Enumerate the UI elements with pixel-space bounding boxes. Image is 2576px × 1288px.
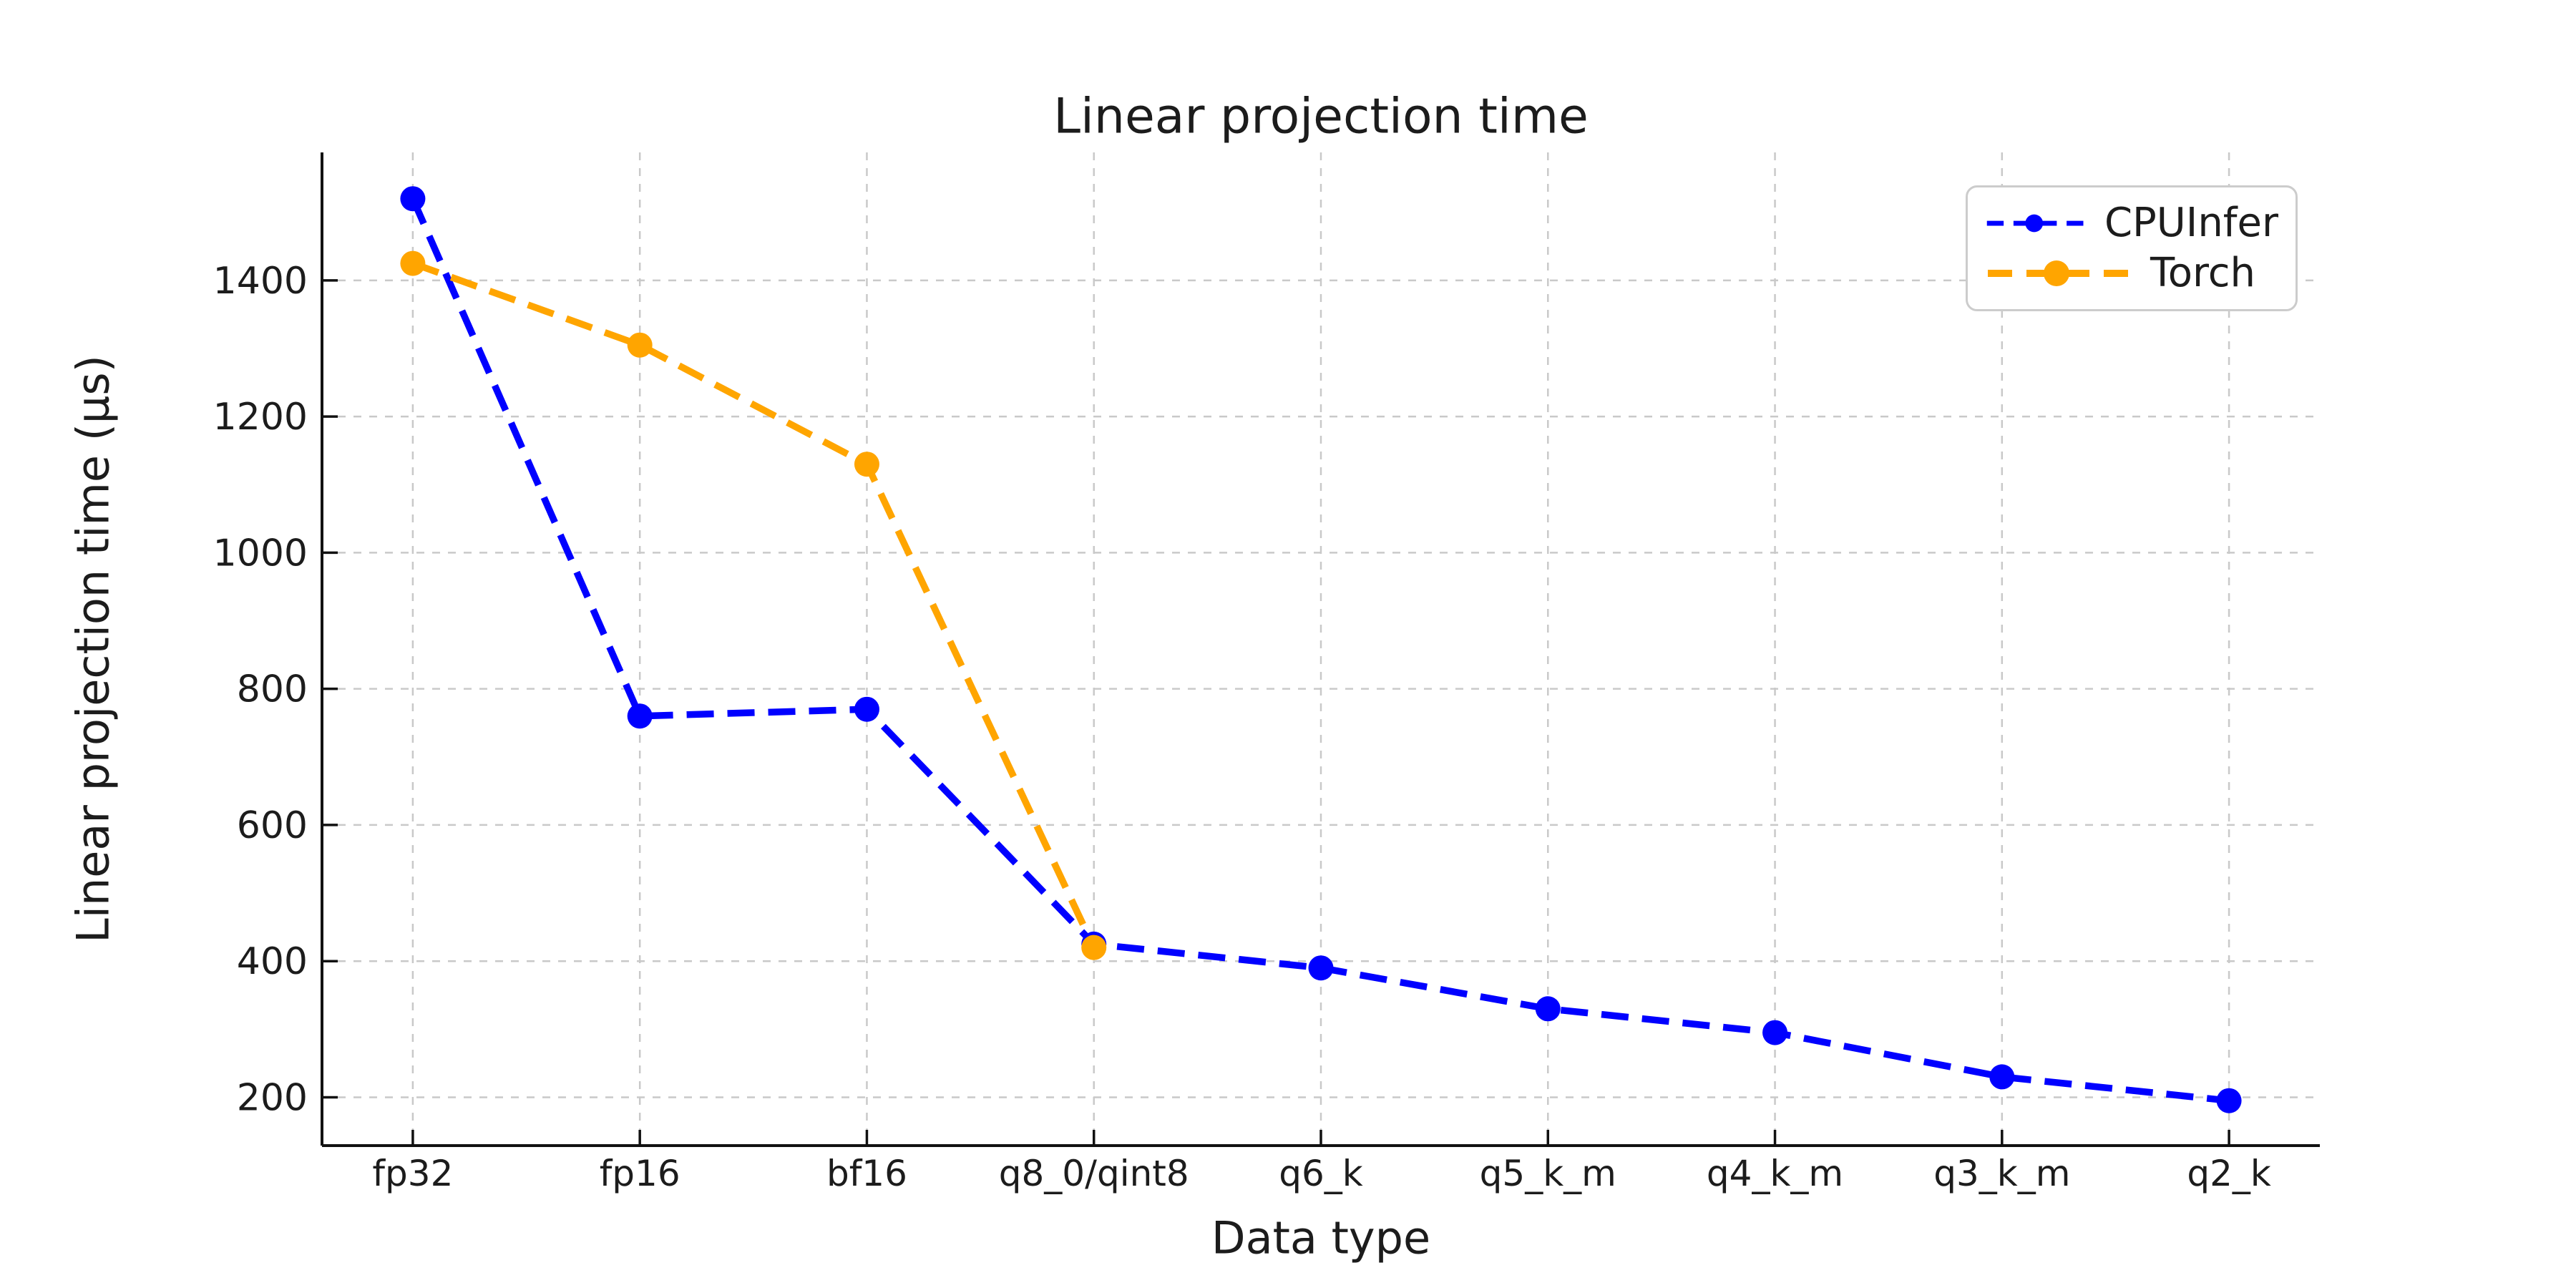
chart-title: Linear projection time [1053, 88, 1589, 145]
y-tick-label: 1200 [213, 396, 308, 439]
data-point-marker-torch [1081, 935, 1107, 960]
x-tick-label: bf16 [826, 1153, 907, 1194]
data-point-marker-torch [400, 250, 426, 276]
y-tick-label: 800 [237, 668, 308, 711]
x-tick-label: q6_k [1279, 1153, 1363, 1194]
legend-line-sample-torch [1988, 260, 2129, 286]
y-tick-label: 1400 [213, 260, 308, 303]
data-point-marker-cpuinfer [400, 186, 426, 212]
legend-label-torch: Torch [2150, 250, 2256, 296]
x-tick-label: q3_k_m [1933, 1153, 2070, 1194]
data-point-marker-cpuinfer [1308, 955, 1334, 981]
y-tick-label: 400 [237, 940, 308, 983]
series-line-torch [411, 260, 1098, 950]
y-tick-label: 600 [237, 804, 308, 847]
legend-item-torch: Torch [1985, 252, 2278, 295]
x-axis-label: Data type [1211, 1211, 1431, 1264]
legend-line-sample-cpuinfer [1986, 214, 2084, 233]
data-point-marker-cpuinfer [854, 696, 879, 722]
data-point-marker-cpuinfer [1762, 1020, 1788, 1045]
x-tick-label: q4_k_m [1707, 1153, 1843, 1194]
data-point-marker-cpuinfer [627, 703, 653, 729]
data-point-marker-torch [627, 332, 653, 358]
y-axis-label: Linear projection time (µs) [67, 355, 119, 943]
legend-item-cpuinfer: CPUInfer [1985, 202, 2278, 245]
data-point-marker-cpuinfer [1535, 996, 1561, 1022]
y-tick-label: 200 [237, 1076, 308, 1119]
data-point-marker-cpuinfer [1989, 1064, 2015, 1090]
y-tick-label: 1000 [213, 532, 308, 575]
x-tick-label: q2_k [2187, 1153, 2271, 1194]
data-point-marker-cpuinfer [2216, 1088, 2242, 1113]
x-tick-label: fp16 [600, 1153, 680, 1194]
legend: CPUInfer Torch [1966, 185, 2298, 311]
data-point-marker-torch [854, 452, 879, 477]
legend-label-cpuinfer: CPUInfer [2104, 200, 2278, 246]
x-tick-label: q8_0/qint8 [999, 1153, 1189, 1194]
x-tick-label: fp32 [372, 1153, 453, 1194]
x-tick-label: q5_k_m [1480, 1153, 1616, 1194]
